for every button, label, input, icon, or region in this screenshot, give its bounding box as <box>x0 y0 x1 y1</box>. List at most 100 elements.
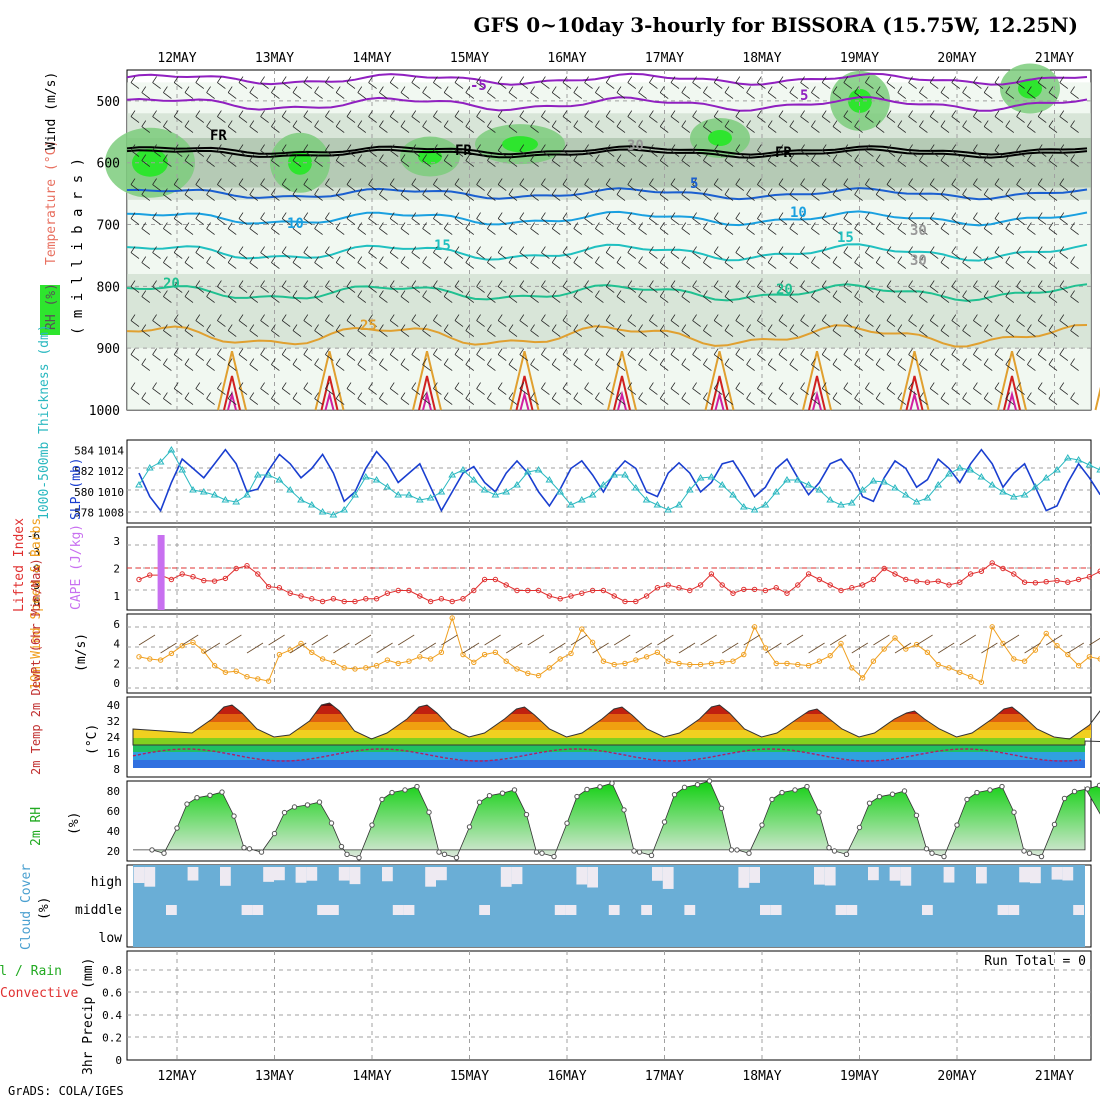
wind-barb <box>854 194 863 201</box>
thickness-marker <box>469 476 478 483</box>
wind-barb <box>206 398 215 405</box>
wind-barb-flag <box>1027 392 1032 399</box>
wind-barb <box>357 398 367 405</box>
wind-barb-flag <box>368 314 373 321</box>
wind-barb <box>1048 330 1058 337</box>
wind-barb <box>281 150 291 157</box>
wind-barb <box>217 354 226 361</box>
wind-barb-flag <box>659 358 665 365</box>
wind-barb <box>1048 92 1058 99</box>
hottest-contour <box>519 390 530 411</box>
thickness-marker <box>934 481 943 488</box>
wind-barb-flag <box>875 358 881 365</box>
wind-barb <box>713 286 723 293</box>
wind-barb <box>227 330 237 337</box>
wind-barb <box>238 82 248 89</box>
wind-barb <box>195 116 205 123</box>
wind-barb-flag <box>465 154 471 161</box>
wind-barb <box>562 82 572 89</box>
wind-barb <box>627 184 637 191</box>
rh-marker <box>194 795 200 801</box>
wind-barb-flag <box>692 144 697 151</box>
wind-barb-flag <box>1016 178 1021 185</box>
wind-speed-marker <box>751 624 758 630</box>
wind-barb <box>238 286 248 293</box>
wind-barb-flag <box>314 86 319 93</box>
wind-barb <box>865 388 874 395</box>
wind-barb <box>724 364 734 371</box>
rh-marker <box>246 846 253 852</box>
thickness-marker <box>156 458 165 465</box>
lifted-index-marker <box>762 587 769 594</box>
wind-barb <box>735 286 745 293</box>
wind-barb-flag <box>519 110 525 117</box>
hot-contour <box>1003 375 1021 411</box>
thickness-marker <box>1031 483 1040 490</box>
hottest-contour <box>422 390 432 411</box>
wind-barb-flag <box>1005 256 1011 263</box>
cloud-level-label: middle <box>75 903 122 918</box>
wind-barb <box>940 398 950 405</box>
wind-barb-flag <box>919 154 924 161</box>
wind-barb-flag <box>573 358 579 365</box>
wind-barb-flag <box>541 110 546 117</box>
top-date-label: 18MAY <box>742 51 781 66</box>
wind-barb <box>692 354 701 361</box>
wind-barb-flag <box>184 154 190 161</box>
wind-barb <box>929 184 939 191</box>
surface-barb <box>181 634 199 646</box>
wind-barb <box>443 194 453 201</box>
wind-barb-flag <box>325 246 330 253</box>
wind-speed-marker <box>309 649 315 656</box>
wind-barb-flag <box>843 144 849 151</box>
wind-speed-marker <box>255 676 261 682</box>
wind-barb <box>487 228 496 235</box>
wind-barb <box>303 354 313 361</box>
wind-barb <box>940 330 950 337</box>
wind-speed-marker <box>373 662 380 669</box>
wind-barb <box>368 320 377 327</box>
wind-barb <box>789 194 799 201</box>
wind-barb-flag <box>973 178 978 185</box>
wind-barb-flag <box>530 154 535 161</box>
wind-barb <box>497 252 507 259</box>
wind-barb-flag <box>1016 212 1021 219</box>
wind-barb <box>487 262 496 269</box>
wind-barb-flag <box>281 212 287 219</box>
wind-barb <box>1048 160 1058 167</box>
wind-barb-flag <box>130 76 136 83</box>
wind-barb <box>152 388 161 395</box>
wind-barb <box>681 228 691 235</box>
rh-shading <box>105 63 1091 410</box>
surface-barb <box>505 642 523 654</box>
tick-label: 578 <box>74 507 94 520</box>
surface-barb <box>1089 637 1100 646</box>
wind-barb-flag <box>789 358 795 365</box>
cloud-gap-high <box>749 867 760 883</box>
wind-barb <box>368 184 377 191</box>
thickness-marker <box>675 501 683 508</box>
wind-barb <box>271 160 280 167</box>
tick-label: -3 <box>27 546 40 559</box>
wind-barb <box>206 194 215 201</box>
wind-barb <box>227 92 237 99</box>
rh-marker <box>681 784 688 791</box>
thickness-marker <box>1063 454 1072 461</box>
wind-barb <box>746 92 755 99</box>
wind-barb <box>865 320 874 327</box>
wind-barb <box>940 92 950 99</box>
wind-barb-flag <box>497 110 503 117</box>
lifted-index-marker <box>481 576 488 583</box>
wind-barb <box>465 228 475 235</box>
wind-barb <box>670 388 680 395</box>
wind-barb <box>508 262 518 269</box>
rh-marker <box>453 854 460 861</box>
wind-barb-flag <box>562 110 568 117</box>
wind-barb-flag <box>530 188 535 195</box>
wind-barb-flag <box>260 314 265 321</box>
wind-barb-flag <box>659 324 665 331</box>
wind-barb-flag <box>433 348 438 355</box>
ylabel-cloud-unit: (%) <box>37 897 52 920</box>
